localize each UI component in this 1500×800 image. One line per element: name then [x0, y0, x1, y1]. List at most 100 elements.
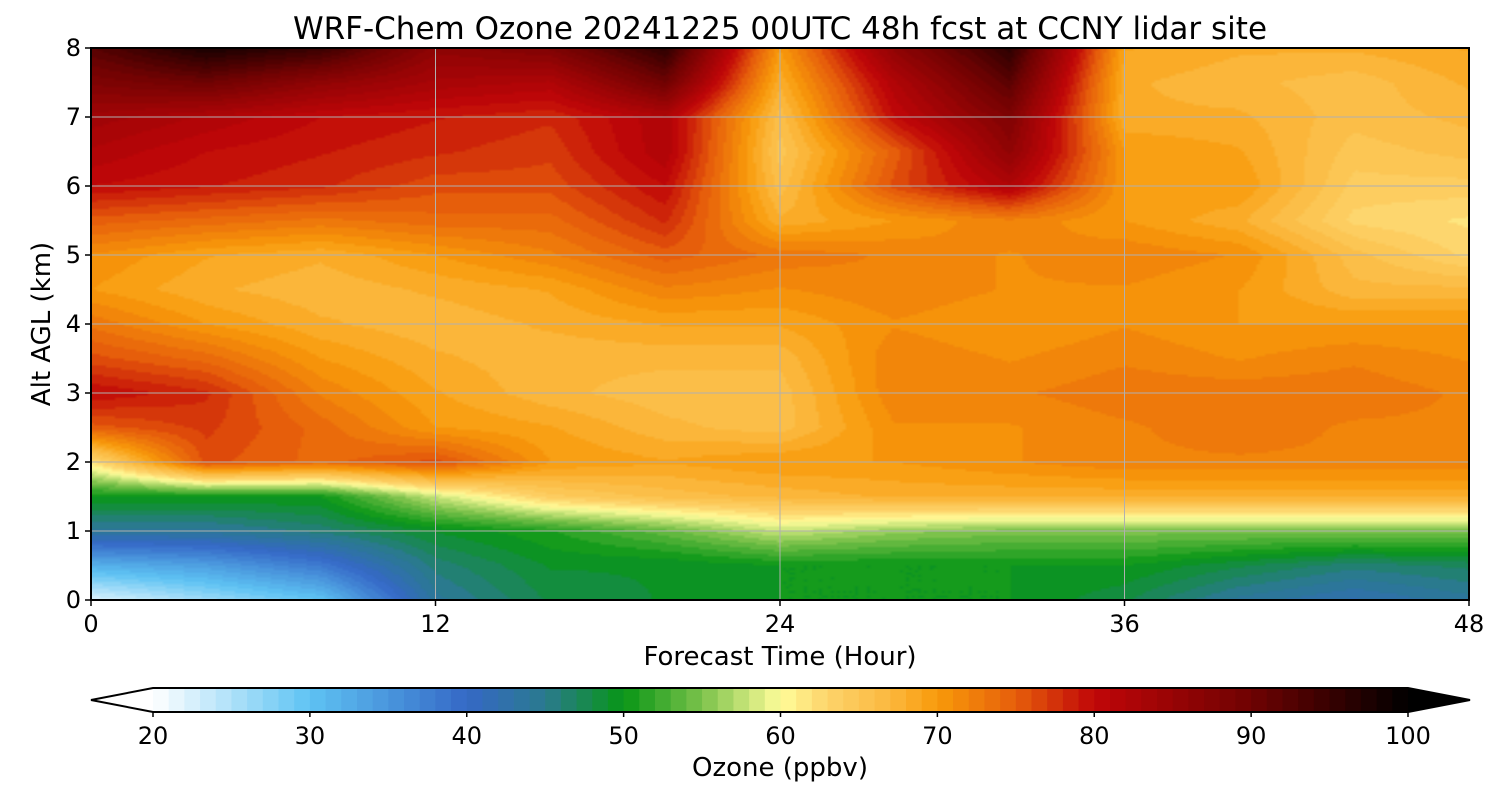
grid-lines	[91, 48, 1469, 600]
colorbar-cell	[749, 688, 766, 712]
colorbar-cell	[466, 688, 484, 712]
colorbar-cell	[1345, 688, 1362, 712]
colorbar-cells	[153, 688, 1409, 712]
colorbar-cell	[153, 688, 170, 712]
colorbar-cell	[1047, 688, 1064, 712]
colorbar-cell	[1172, 688, 1189, 712]
chart-title: WRF-Chem Ozone 20241225 00UTC 48h fcst a…	[293, 11, 1267, 47]
colorbar-extend-low	[91, 688, 153, 712]
colorbar-ticks: 20 30 40 50 60 70 80 90 100	[138, 712, 1431, 750]
colorbar-cell	[1188, 688, 1205, 712]
colorbar-cell	[1125, 688, 1142, 712]
colorbar-cell	[1141, 688, 1158, 712]
y-axis-title: Alt AGL (km)	[27, 242, 57, 406]
colorbar-cell	[921, 688, 938, 712]
colorbar-tick-label: 80	[1079, 722, 1110, 750]
y-tick-label: 8	[66, 34, 81, 62]
colorbar-cell	[215, 688, 233, 712]
colorbar-cell	[1392, 688, 1409, 712]
colorbar-cell	[764, 688, 782, 712]
colorbar-title: Ozone (ppbv)	[692, 753, 868, 783]
colorbar-cell	[388, 688, 405, 712]
colorbar-cell	[498, 688, 515, 712]
colorbar-extend-high	[1408, 688, 1470, 712]
colorbar-cell	[843, 688, 860, 712]
colorbar-cell	[325, 688, 342, 712]
colorbar-cell	[1235, 688, 1252, 712]
colorbar-cell	[1157, 688, 1174, 712]
colorbar-cell	[1094, 688, 1111, 712]
colorbar-cell	[858, 688, 876, 712]
colorbar-cell	[168, 688, 185, 712]
colorbar-cell	[372, 688, 389, 712]
colorbar-cell	[262, 688, 280, 712]
colorbar-cell	[811, 688, 829, 712]
colorbar-cell	[890, 688, 907, 712]
colorbar-cell	[294, 688, 311, 712]
colorbar-cell	[1204, 688, 1221, 712]
colorbar-cell	[1109, 688, 1127, 712]
colorbar-cell	[404, 688, 421, 712]
colorbar-cell	[419, 688, 436, 712]
colorbar-cell	[184, 688, 201, 712]
colorbar-cell	[1000, 688, 1017, 712]
x-tick-label: 48	[1454, 610, 1485, 638]
colorbar-cell	[1313, 688, 1331, 712]
x-tick-label: 12	[420, 610, 451, 638]
colorbar-tick-label: 60	[765, 722, 796, 750]
colorbar-cell	[874, 688, 891, 712]
y-tick-label: 5	[66, 241, 81, 269]
colorbar-cell	[968, 688, 986, 712]
colorbar-tick-label: 30	[295, 722, 326, 750]
colorbar-cell	[247, 688, 264, 712]
x-tick-label: 24	[765, 610, 796, 638]
colorbar-cell	[341, 688, 358, 712]
y-tick-label: 3	[66, 379, 81, 407]
colorbar-cell	[702, 688, 719, 712]
colorbar-cell	[827, 688, 844, 712]
colorbar-cell	[717, 688, 735, 712]
colorbar-cell	[686, 688, 703, 712]
colorbar-cell	[639, 688, 656, 712]
colorbar-cell	[309, 688, 327, 712]
colorbar-cell	[560, 688, 578, 712]
y-tick-label: 1	[66, 517, 81, 545]
colorbar-cell	[796, 688, 813, 712]
y-axis: 0 1 2 3 4 5 6 7 8	[66, 34, 91, 614]
colorbar-tick-label: 90	[1236, 722, 1267, 750]
x-axis: 0 12 24 36 48	[83, 600, 1484, 638]
colorbar-cell	[1376, 688, 1393, 712]
colorbar-cell	[435, 688, 452, 712]
colorbar-cell	[733, 688, 750, 712]
colorbar-cell	[1015, 688, 1033, 712]
colorbar-tick-label: 50	[608, 722, 639, 750]
y-tick-label: 2	[66, 448, 81, 476]
colorbar-cell	[937, 688, 954, 712]
colorbar-cell	[1251, 688, 1268, 712]
colorbar-cell	[1266, 688, 1284, 712]
colorbar-tick-label: 100	[1385, 722, 1431, 750]
colorbar-cell	[278, 688, 295, 712]
y-tick-label: 0	[66, 586, 81, 614]
colorbar-cell	[984, 688, 1001, 712]
colorbar-cell	[953, 688, 970, 712]
colorbar-tick-label: 40	[451, 722, 482, 750]
colorbar-tick-label: 70	[922, 722, 953, 750]
plot-area	[90, 47, 1470, 601]
colorbar-cell	[623, 688, 640, 712]
colorbar-cell	[592, 688, 609, 712]
colorbar-cell	[607, 688, 625, 712]
y-tick-label: 7	[66, 103, 81, 131]
colorbar-cell	[545, 688, 562, 712]
colorbar-cell	[1078, 688, 1095, 712]
colorbar-cell	[1360, 688, 1378, 712]
colorbar-cell	[655, 688, 672, 712]
colorbar-cell	[780, 688, 797, 712]
x-tick-label: 0	[83, 610, 98, 638]
colorbar-cell	[356, 688, 374, 712]
colorbar-cell	[906, 688, 923, 712]
colorbar-cell	[529, 688, 546, 712]
colorbar-tick-label: 20	[138, 722, 169, 750]
colorbar-cell	[1062, 688, 1080, 712]
colorbar-cell	[576, 688, 593, 712]
